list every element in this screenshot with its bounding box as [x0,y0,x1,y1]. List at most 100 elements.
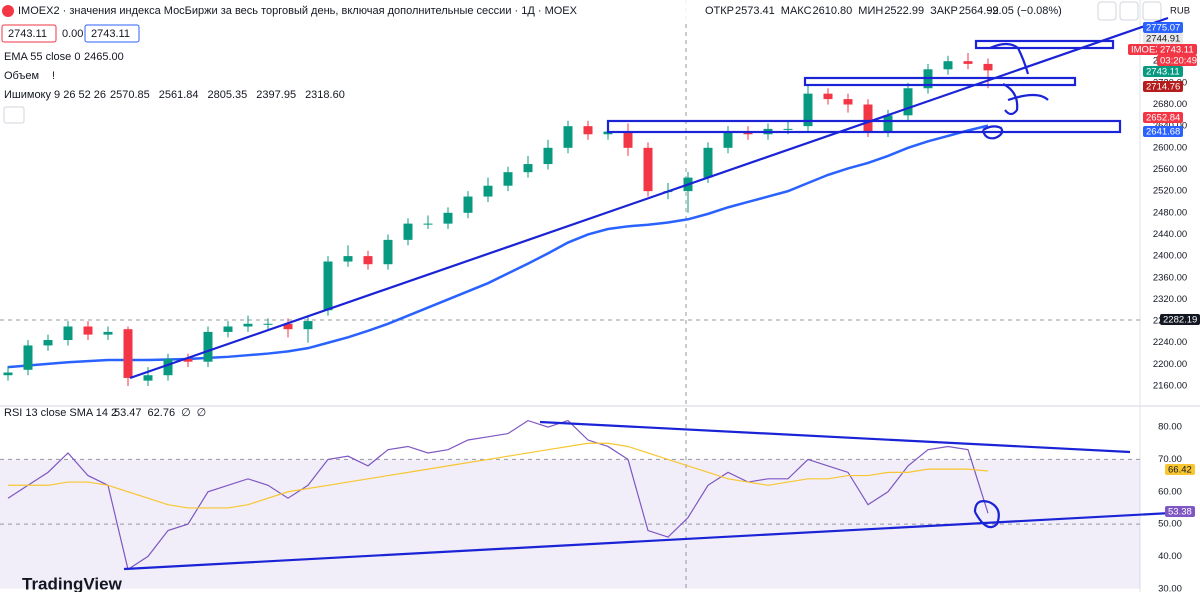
rsi-value: ∅ [181,407,191,419]
rsi-value: 62.76 [148,407,176,419]
candle-body [383,239,393,265]
y-tick-label: 2240.00 [1153,337,1187,348]
candle-body [483,185,493,197]
ohlc-label: МАКС [781,5,812,17]
header-bg [0,0,1090,22]
candle-body [63,326,73,341]
y-tick-label: 2680.00 [1153,99,1187,110]
ohlc-value: 2522.99 [884,5,924,17]
ichimoku-value: 2570.85 [110,89,150,101]
symbol-title: IMOEX2 · значения индекса МосБиржи за ве… [18,5,578,17]
candle-body [443,212,453,224]
candle-body [203,331,213,362]
price-label: 2744.91 [1146,34,1180,45]
candle-body [543,147,553,165]
symbol-icon [2,5,14,17]
ohlc-label: МИН [858,5,883,17]
price-label-bg [1143,22,1183,33]
candle-body [583,126,593,135]
zone [803,76,1077,87]
drawings [123,16,1191,571]
rsi-value: 53.47 [114,407,142,419]
brand: TradingView [22,574,123,592]
y-tick-label: 2520.00 [1153,186,1187,197]
candle-body [843,99,853,105]
scribble [973,500,1000,529]
ema-value: 2465.00 [84,51,124,63]
ohlc-value: 2564.99 [959,5,999,17]
candle-body [463,196,473,213]
price-label-bg [1157,55,1197,66]
candle-body [783,128,793,130]
candle-body [503,172,513,186]
y-tick-label: 2600.00 [1153,142,1187,153]
candle-body [563,126,573,148]
rsi-value: ∅ [197,407,207,419]
currency: RUB [1170,6,1190,17]
ichimoku-value: 2805.35 [208,89,248,101]
ohlc-label: ЗАКР [930,5,958,17]
rsi-trendline [539,420,1131,454]
candle-body [3,372,13,376]
rsi-trendline [123,510,1191,571]
candle-body [183,358,193,362]
line [7,419,989,571]
candle-body [983,63,993,71]
candle-body [363,256,373,265]
y-tick-label: 2400.00 [1153,251,1187,262]
buy-box[interactable] [84,24,140,43]
candle-body [343,256,353,262]
price-label-bg [1160,314,1200,325]
y-tick-label: 2160.00 [1153,381,1187,392]
price-label: 2775.07 [1146,23,1180,34]
zone [974,39,1115,50]
candle-body [643,147,653,192]
price-label-bg [1143,126,1183,137]
ichimoku-value: 2318.60 [305,89,345,101]
candle-body [863,104,873,132]
ohlc-label: ОТКР [705,5,734,17]
sell-box[interactable] [1,24,57,43]
volume-warn: ! [52,70,55,82]
y-tick-label: 60.00 [1158,486,1182,497]
y-tick-label: 2200.00 [1153,359,1187,370]
settings-button[interactable] [1142,1,1162,21]
y-tick-label: 2320.00 [1153,294,1187,305]
rsi-values: 53.47 62.76 ∅ ∅ [114,407,206,419]
ichimoku-name: Ишимоку 9 26 52 26 [4,89,106,101]
price-label: 2641.68 [1146,127,1180,138]
candle-body [523,164,533,173]
candle-body [263,323,273,325]
volume: Объем [4,70,39,82]
price-label: 2714.76 [1146,82,1180,93]
y-tick-label: 40.00 [1158,551,1182,562]
candle-body [143,375,153,381]
price-label-bg [1143,112,1183,123]
price-label: 2743.11 [1160,45,1194,56]
expand-button[interactable] [1119,1,1139,21]
y-tick-label: 30.00 [1158,583,1182,592]
candle-body [903,88,913,116]
candle-body [423,223,433,225]
price-label-bg [1143,33,1183,44]
candle-body [723,131,733,148]
y-tick-label: 2360.00 [1153,272,1187,283]
candle-body [43,340,53,346]
candle-body [243,323,253,327]
scribble [981,42,1049,140]
collapse-button[interactable] [3,106,25,124]
y-tick-label: 70.00 [1158,454,1182,465]
candle-body [703,147,713,178]
price-labels: 2775.072744.91IMOEX22743.1103:20:492743.… [1128,22,1200,518]
y-tick-label: 2480.00 [1153,207,1187,218]
price-label-bg [1128,44,1158,55]
candle-body [103,331,113,335]
candle-body [323,261,333,311]
candle-body [223,326,233,332]
down-button[interactable] [1097,1,1117,21]
rsi-label-bg [1165,464,1195,475]
buy: 2743.11 [91,28,130,40]
rsi-label-bg [1165,506,1195,517]
